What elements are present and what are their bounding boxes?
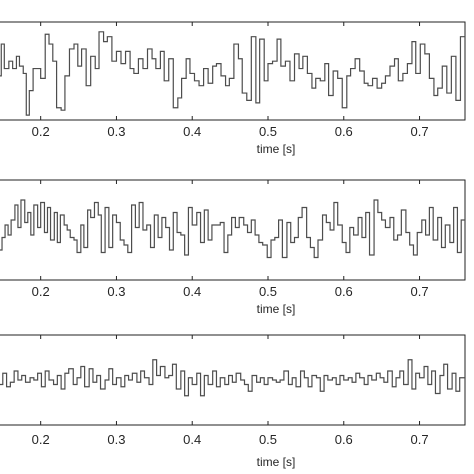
x-tick-label: 0.3 (107, 284, 125, 299)
axes-frame (0, 334, 466, 426)
x-tick-label: 0.6 (335, 284, 353, 299)
chart-panel-1: 0.2 0.3 0.4 0.5 0.6 0.7 time [s] (0, 21, 466, 156)
x-tick-label: 0.4 (183, 284, 201, 299)
axes-frame (0, 179, 466, 281)
x-tick-label: 0.3 (107, 124, 125, 139)
x-tick-label: 0.2 (32, 284, 50, 299)
x-tick-label: 0.5 (259, 432, 277, 447)
x-tick-label: 0.7 (410, 124, 428, 139)
chart-panel-3: 0.2 0.3 0.4 0.5 0.6 0.7 time [s] (0, 334, 466, 469)
x-tick-label: 0.7 (410, 284, 428, 299)
x-tick-label: 0.3 (107, 432, 125, 447)
x-tick-label: 0.7 (410, 432, 428, 447)
x-axis-label: time [s] (257, 302, 296, 316)
x-tick-label: 0.5 (259, 284, 277, 299)
x-tick-label: 0.2 (32, 124, 50, 139)
x-tick-label: 0.6 (335, 432, 353, 447)
signal-trace-1 (0, 31, 465, 116)
x-tick-label: 0.6 (335, 124, 353, 139)
x-tick-label: 0.4 (183, 432, 201, 447)
chart-panel-2: 0.2 0.3 0.4 0.5 0.6 0.7 time [s] (0, 179, 466, 316)
axes-frame (0, 21, 466, 121)
x-tick-label: 0.4 (183, 124, 201, 139)
x-axis-label: time [s] (257, 142, 296, 156)
x-tick-label: 0.2 (32, 432, 50, 447)
signal-trace-1 (0, 359, 465, 397)
x-axis-label: time [s] (257, 455, 296, 469)
signal-trace-1 (0, 199, 465, 259)
x-tick-label: 0.5 (259, 124, 277, 139)
